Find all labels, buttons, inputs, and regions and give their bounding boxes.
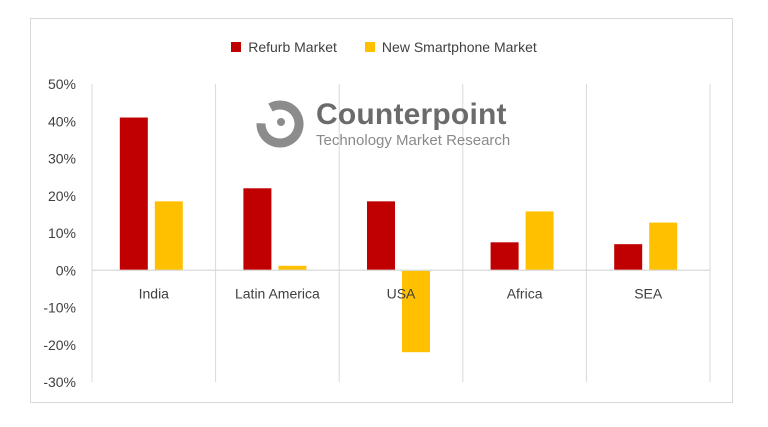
- category-label: India: [139, 285, 170, 301]
- bar-refurb-market-sea: [614, 244, 643, 271]
- legend-item-refurb: Refurb Market: [231, 39, 337, 55]
- bar-refurb-market-usa: [367, 201, 395, 271]
- bar-new-smartphone-market-africa: [525, 211, 554, 271]
- y-tick-label: -30%: [43, 374, 76, 390]
- brand-name: Counterpoint: [316, 98, 507, 131]
- legend-label-refurb: Refurb Market: [248, 39, 337, 55]
- y-tick-label: 30%: [48, 151, 76, 167]
- y-tick-label: -20%: [43, 337, 76, 353]
- counterpoint-watermark: Counterpoint Technology Market Research: [254, 98, 510, 150]
- counterpoint-logo-icon: [256, 100, 304, 148]
- chart-legend: Refurb Market New Smartphone Market: [0, 39, 768, 55]
- bar-refurb-market-africa: [490, 242, 519, 271]
- category-label: Latin America: [235, 285, 320, 301]
- bar-refurb-market-india: [119, 117, 148, 271]
- category-label: SEA: [634, 285, 663, 301]
- category-label: Africa: [507, 285, 543, 301]
- legend-swatch-refurb: [231, 42, 242, 52]
- bar-new-smartphone-market-usa: [402, 270, 430, 353]
- y-tick-label: -10%: [43, 300, 76, 316]
- category-label: USA: [387, 285, 416, 301]
- y-tick-label: 0%: [56, 262, 76, 278]
- bar-refurb-market-latin-america: [243, 188, 272, 271]
- bar-new-smartphone-market-latin-america: [278, 265, 307, 271]
- brand-tagline: Technology Market Research: [316, 132, 511, 149]
- legend-item-new-smartphone: New Smartphone Market: [364, 39, 537, 55]
- bar-new-smartphone-market-india: [154, 201, 183, 271]
- y-tick-label: 10%: [48, 225, 76, 241]
- y-tick-label: 40%: [48, 113, 76, 129]
- y-tick-label: 20%: [48, 188, 76, 204]
- legend-swatch-new-smartphone: [364, 42, 375, 52]
- y-tick-label: 50%: [48, 76, 76, 92]
- legend-label-new-smartphone: New Smartphone Market: [381, 39, 537, 55]
- bar-new-smartphone-market-sea: [649, 222, 678, 271]
